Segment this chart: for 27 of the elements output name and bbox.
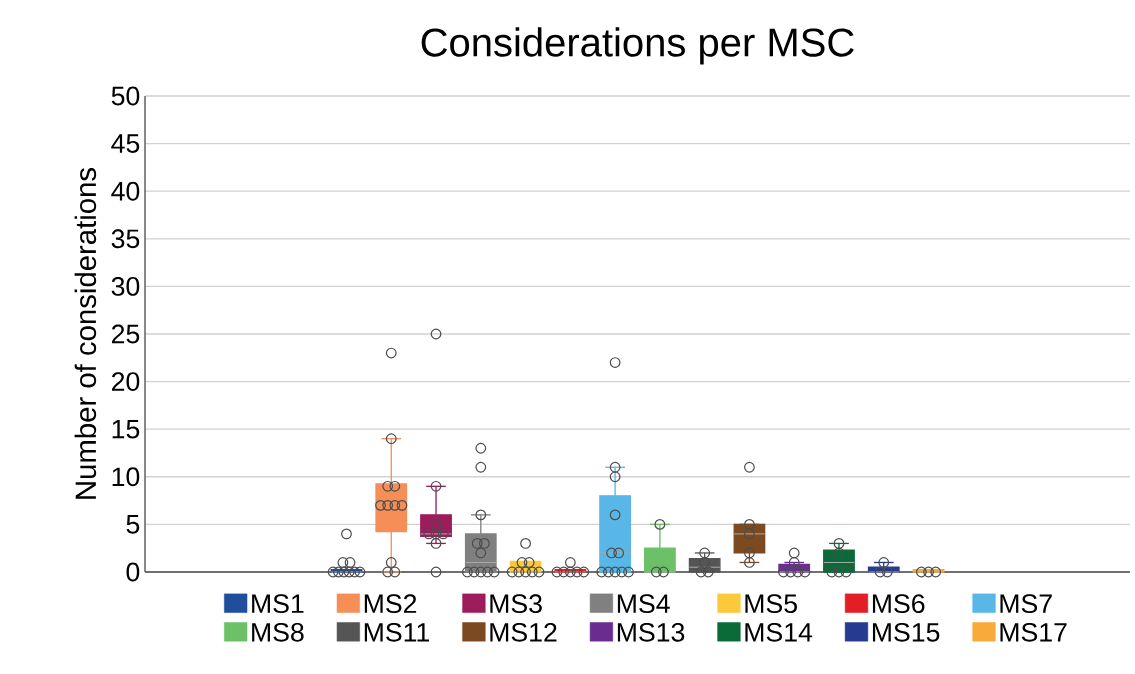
legend-label: MS8	[252, 622, 304, 642]
y-tick-label: 45	[111, 134, 140, 153]
legend-label: MS14	[745, 622, 813, 642]
legend-label: MS15	[872, 622, 940, 642]
y-tick-label: 15	[112, 419, 140, 439]
legend-label: MS11	[364, 622, 430, 642]
legend-label: MS13	[617, 622, 685, 642]
legend-label: MS3	[490, 594, 542, 614]
y-tick-label: 10	[112, 467, 140, 487]
legend-label: MS5	[745, 594, 797, 614]
legend-label: MS17	[1000, 622, 1067, 642]
legend-label: MS1	[252, 594, 304, 614]
y-tick-label: 25	[111, 324, 140, 344]
legend-label: MS7	[1000, 594, 1052, 614]
y-tick-label: 35	[111, 229, 140, 249]
y-tick-label: 0	[126, 562, 140, 582]
legend-label: MS2	[364, 594, 417, 614]
legend-label: MS12	[490, 622, 557, 642]
legend-label: MS4	[617, 594, 670, 614]
legend-label: MS6	[872, 594, 925, 614]
y-tick-label: 30	[111, 276, 140, 296]
y-tick-label: 5	[126, 515, 140, 534]
y-tick-label: 50	[111, 86, 140, 106]
y-tick-label: 40	[111, 181, 140, 201]
chart-title: Considerations per MSC	[421, 27, 854, 65]
y-tick-label: 20	[111, 372, 140, 392]
y-axis-title: Number of considerations	[74, 168, 97, 499]
